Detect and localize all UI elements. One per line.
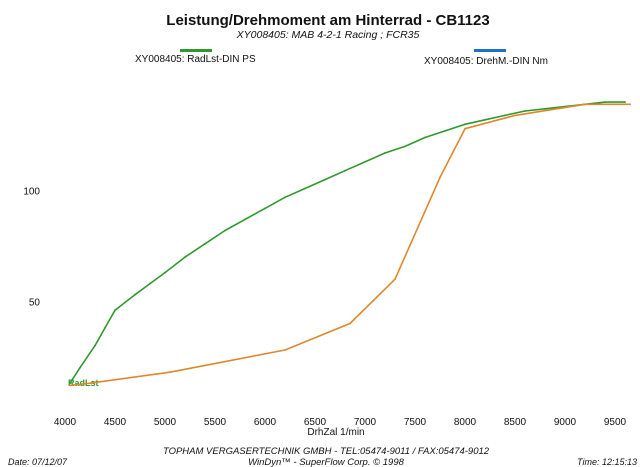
data-point [284,196,286,199]
data-point [544,107,546,110]
x-tick-label: 8500 [504,417,527,428]
data-point [484,118,486,121]
x-tick-label: 4500 [104,417,127,428]
data-point [204,242,206,245]
data-point [114,309,116,312]
data-point [169,371,171,374]
chart-subtitle: XY008405: MAB 4-2-1 Racing ; FCR35 [236,29,420,41]
legend-swatch [474,49,506,52]
data-point [439,176,441,179]
data-point [524,110,526,112]
footer-date: Date: 07/12/07 [8,457,68,467]
data-point [69,384,71,387]
x-tick-label: 9000 [554,417,577,428]
data-point [184,256,186,258]
data-point [404,145,406,148]
legend-entry: XY008405: RadLst-DIN PS [135,54,256,65]
data-point [104,327,106,329]
data-point [284,349,286,351]
y-tick-label: 100 [23,187,40,198]
data-point [304,187,306,190]
data-point [584,103,586,106]
legend-entry: XY008405: DrehM.-DIN Nm [424,56,548,67]
data-point [424,136,426,139]
data-point [344,169,346,172]
data-point [514,114,516,117]
data-point [464,127,466,130]
data-point [224,229,226,232]
legend: XY008405: RadLst-DIN PS XY008405: DrehM.-… [135,49,548,67]
x-tick-label: 4000 [54,417,77,428]
x-axis-ticks: 4000 4500 5000 5500 6000 6500 7000 7500 8000 8500… [54,417,627,428]
series-layer: RadLst [68,101,631,388]
x-axis-label: DrhZal 1/min [307,427,364,438]
legend-swatch [180,49,212,52]
x-tick-label: 7000 [354,417,377,428]
data-point [624,101,626,103]
data-point [244,218,246,221]
data-point [79,366,81,369]
footer-time: Time: 12:15:13 [577,457,637,467]
x-tick-label: 6000 [254,417,277,428]
data-point [464,123,466,126]
data-point [394,278,396,281]
chart-title: Leistung/Drehmoment am Hinterrad - CB112… [166,12,489,29]
series-line [69,101,626,385]
x-tick-label: 5500 [204,417,227,428]
data-point [69,382,71,385]
footer-company: TOPHAM VERGASERTECHNIK GMBH - TEL:05474-… [163,446,490,457]
data-point [134,293,136,296]
data-point [384,152,386,154]
footer-software: WinDyn™ - SuperFlow Corp. © 1998 [248,457,405,467]
x-tick-label: 5000 [154,417,177,428]
series-line [69,103,631,387]
data-point [629,103,631,106]
data-point [164,271,166,274]
data-point [504,114,506,117]
data-point [364,161,366,163]
data-point [324,178,326,181]
x-tick-label: 8000 [454,417,477,428]
data-point [444,130,446,132]
y-tick-label: 50 [29,297,41,308]
data-point [89,382,91,385]
data-point [149,282,151,285]
data-point [604,101,606,103]
data-point [349,322,351,325]
data-point [94,344,96,347]
data-point [264,207,266,210]
y-axis-ticks: 50 100 [23,187,40,309]
x-tick-label: 9500 [604,417,627,428]
x-tick-label: 6500 [304,417,327,428]
x-tick-label: 7500 [404,417,427,428]
